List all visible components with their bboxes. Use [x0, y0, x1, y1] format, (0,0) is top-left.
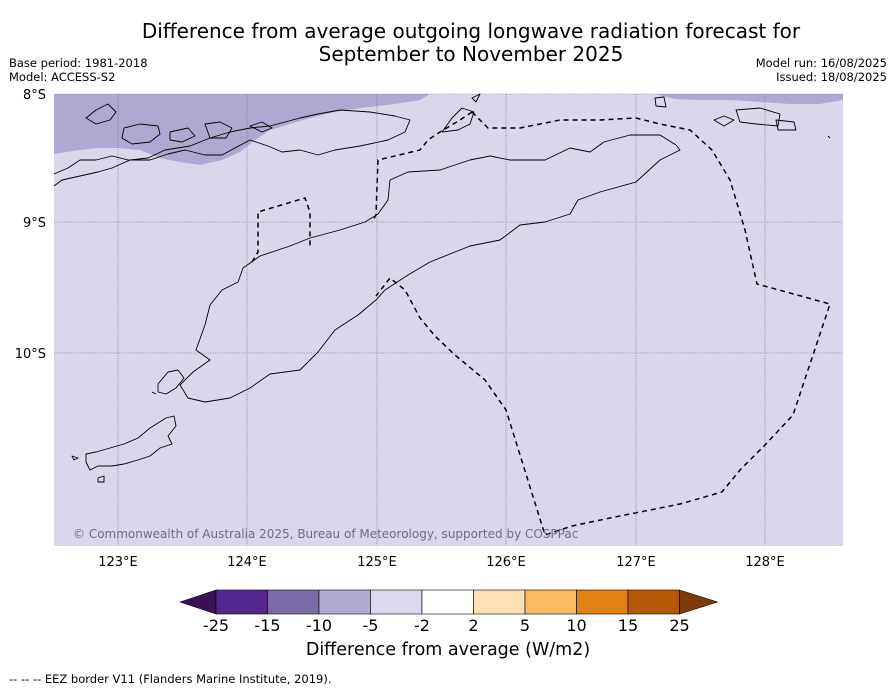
colorbar-title: Difference from average (W/m2) [305, 640, 591, 660]
colorbar-segment [370, 589, 423, 615]
eez-border [251, 111, 831, 536]
chart-title: Difference from average outgoing longwav… [0, 20, 896, 66]
latitude-labels: 8°S 9°S 10°S [15, 88, 46, 362]
map-background [54, 94, 843, 546]
colorbar-tick-label: -25 [203, 616, 229, 635]
copyright-text: © Commonwealth of Australia 2025, Bureau… [73, 527, 578, 541]
colorbar: -25 -15 -10 -5 -2 2 5 10 15 25 [179, 589, 719, 635]
colorbar-extend-min [179, 589, 217, 615]
timor-island-coast [179, 134, 681, 403]
colorbar-segment [215, 589, 268, 615]
islands-northeast [654, 96, 831, 139]
colorbar-segment [576, 589, 629, 615]
colorbar-tick-label: -10 [306, 616, 332, 635]
lat-label-8s: 8°S [23, 88, 46, 103]
colorbar-segment [473, 589, 526, 615]
alor-wetar-coast [441, 93, 481, 133]
colorbar-tick-label: 25 [669, 616, 689, 635]
eez-footnote: -- -- -- EEZ border V11 (Flanders Marine… [9, 672, 332, 686]
graticule [54, 93, 843, 546]
rote-savu-coast [151, 369, 185, 395]
colorbar-tick-label: 15 [618, 616, 638, 635]
meta-right: Model run: 16/08/2025 Issued: 18/08/2025 [756, 56, 887, 84]
colorbar-segment [318, 589, 371, 615]
colorbar-segment [267, 589, 320, 615]
anomaly-region-east [655, 94, 843, 104]
model-name: Model: ACCESS-S2 [9, 70, 116, 84]
longitude-labels: 123°E 124°E 125°E 126°E 127°E 128°E [98, 555, 785, 570]
colorbar-tick-label: -15 [254, 616, 280, 635]
model-run: Model run: 16/08/2025 [755, 56, 887, 70]
colorbar-extend-max [679, 589, 719, 615]
coastlines [53, 93, 831, 483]
colorbar-tick-label: -2 [414, 616, 430, 635]
islands-northwest [85, 103, 273, 145]
colorbar-segment [421, 589, 474, 615]
lat-label-9s: 9°S [23, 216, 46, 231]
colorbar-segment [524, 589, 577, 615]
lon-label-127e: 127°E [616, 555, 656, 570]
sumba-coast [71, 415, 177, 483]
lon-label-125e: 125°E [357, 555, 397, 570]
map-panel[interactable]: © Commonwealth of Australia 2025, Bureau… [53, 93, 843, 546]
colorbar-segment [627, 589, 680, 615]
base-period: Base period: 1981-2018 [9, 56, 148, 70]
lat-label-10s: 10°S [15, 347, 46, 362]
lon-label-128e: 128°E [745, 555, 785, 570]
lon-label-126e: 126°E [486, 555, 526, 570]
colorbar-tick-label: 2 [468, 616, 478, 635]
lon-label-123e: 123°E [98, 555, 138, 570]
title-line-1: Difference from average outgoing longwav… [141, 19, 801, 43]
colorbar-tick-label: 5 [520, 616, 530, 635]
issued-date: Issued: 18/08/2025 [776, 70, 887, 84]
colorbar-tick-label: 10 [566, 616, 586, 635]
title-line-2: September to November 2025 [318, 42, 624, 66]
lon-label-124e: 124°E [227, 555, 267, 570]
flores-coast [53, 109, 411, 187]
colorbar-tick-label: -5 [363, 616, 379, 635]
meta-left: Base period: 1981-2018 Model: ACCESS-S2 [9, 56, 148, 84]
